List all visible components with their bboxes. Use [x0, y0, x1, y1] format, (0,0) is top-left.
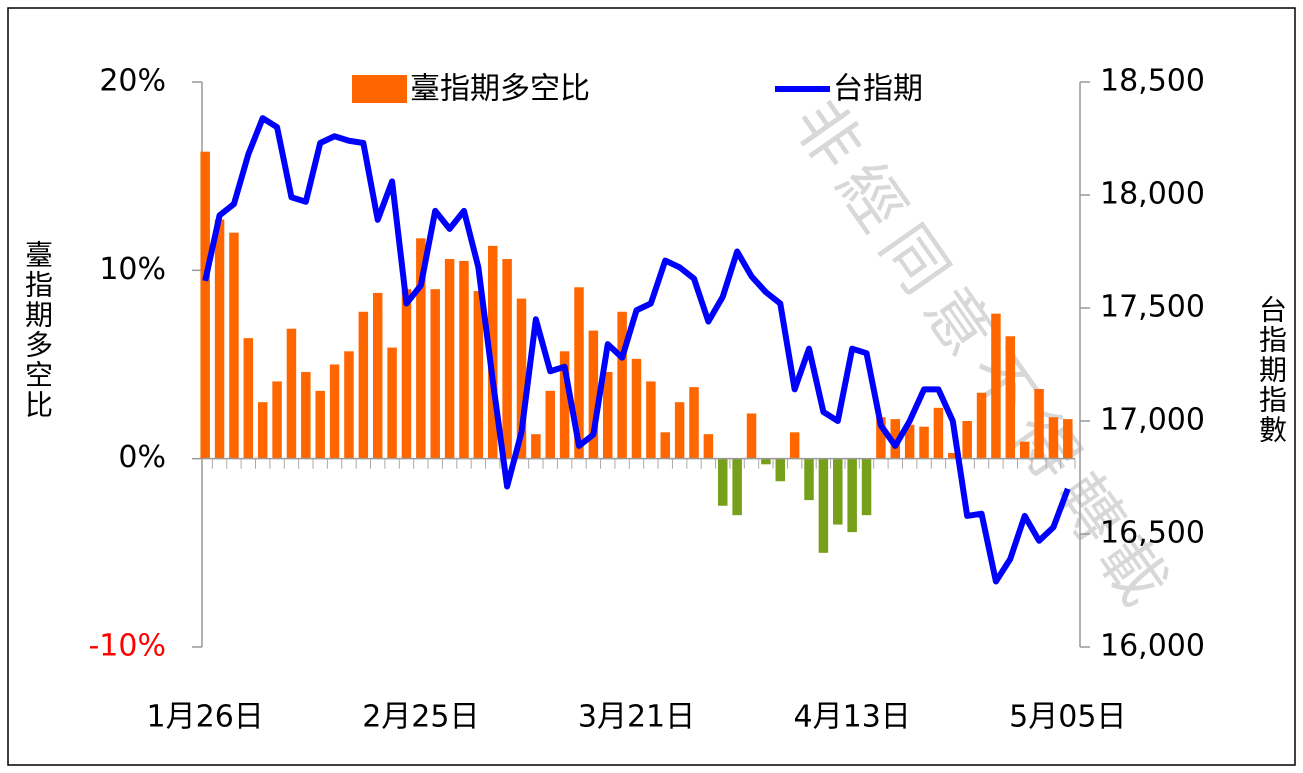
y2-tick-label: 17,000: [1100, 403, 1205, 438]
line: [202, 115, 1071, 585]
bar: [358, 311, 369, 459]
bar: [315, 390, 325, 459]
bar: [372, 292, 383, 459]
y2-tick-label: 18,500: [1100, 64, 1205, 99]
y2-axis-title: 台指期指數: [1255, 295, 1288, 445]
y-axis-title: 臺指期多空比: [21, 240, 54, 420]
bar: [603, 372, 613, 459]
bar: [444, 259, 455, 459]
bar: [631, 358, 642, 459]
legend-label: 台指期: [833, 72, 923, 107]
bar: [272, 381, 282, 459]
bar: [933, 407, 944, 459]
bar: [847, 458, 857, 533]
y-tick-label: 20%: [99, 64, 166, 99]
bar: [674, 402, 685, 459]
bar: [502, 259, 512, 459]
bar: [718, 458, 728, 506]
bar: [229, 232, 239, 459]
y-tick-label: -10%: [88, 629, 166, 664]
bar: [1019, 441, 1030, 459]
bar: [301, 372, 311, 459]
bar: [775, 458, 786, 482]
bar: [876, 417, 886, 459]
bar: [1005, 336, 1016, 459]
bar: [1048, 417, 1059, 459]
bar: [991, 313, 1001, 459]
bar: [818, 458, 829, 553]
x-tick-label: 3月21日: [578, 700, 695, 735]
bar: [617, 311, 627, 459]
bar: [387, 347, 397, 459]
bar: [919, 426, 929, 459]
bar: [200, 151, 210, 459]
bar: [516, 298, 527, 459]
bar: [976, 392, 987, 459]
bar: [473, 291, 484, 459]
bar: [804, 458, 814, 501]
legend-swatch: [352, 75, 407, 103]
y2-tick-label: 16,000: [1100, 629, 1205, 664]
bar: [416, 238, 426, 459]
bar: [545, 390, 555, 459]
bar: [703, 434, 714, 459]
bar: [689, 387, 699, 459]
y2-tick-label: 16,500: [1100, 516, 1205, 551]
x-tick-label: 2月25日: [362, 700, 479, 735]
bar: [257, 402, 268, 459]
bar: [286, 328, 297, 459]
bar: [588, 330, 599, 459]
y-tick-label: 0%: [118, 440, 166, 475]
bar: [531, 434, 541, 459]
bar: [459, 260, 469, 459]
x-tick-label: 1月26日: [147, 700, 264, 735]
bar: [214, 219, 225, 459]
x-tick-label: 4月13日: [794, 700, 911, 735]
bar: [1034, 388, 1044, 459]
legend-label: 臺指期多空比: [410, 72, 590, 107]
bar: [430, 289, 440, 459]
bar: [962, 421, 972, 459]
bar: [559, 351, 570, 459]
bar: [861, 458, 872, 516]
bar: [789, 432, 800, 459]
bar: [746, 413, 757, 459]
bar: [833, 458, 843, 525]
bar: [401, 289, 412, 459]
bar: [646, 381, 656, 459]
y2-tick-label: 17,500: [1100, 290, 1205, 325]
bar: [243, 338, 254, 459]
bar: [574, 287, 584, 459]
bar: [660, 432, 670, 459]
bar: [329, 364, 340, 459]
y-tick-label: 10%: [99, 252, 166, 287]
bar: [344, 351, 354, 459]
y2-tick-label: 18,000: [1100, 177, 1205, 212]
bar: [487, 245, 498, 459]
x-tick-label: 5月05日: [1009, 700, 1126, 735]
bar: [1063, 419, 1073, 459]
bar: [948, 453, 958, 459]
bar: [904, 424, 915, 459]
bar: [761, 458, 771, 465]
bar: [732, 458, 742, 516]
bar: [890, 419, 901, 459]
